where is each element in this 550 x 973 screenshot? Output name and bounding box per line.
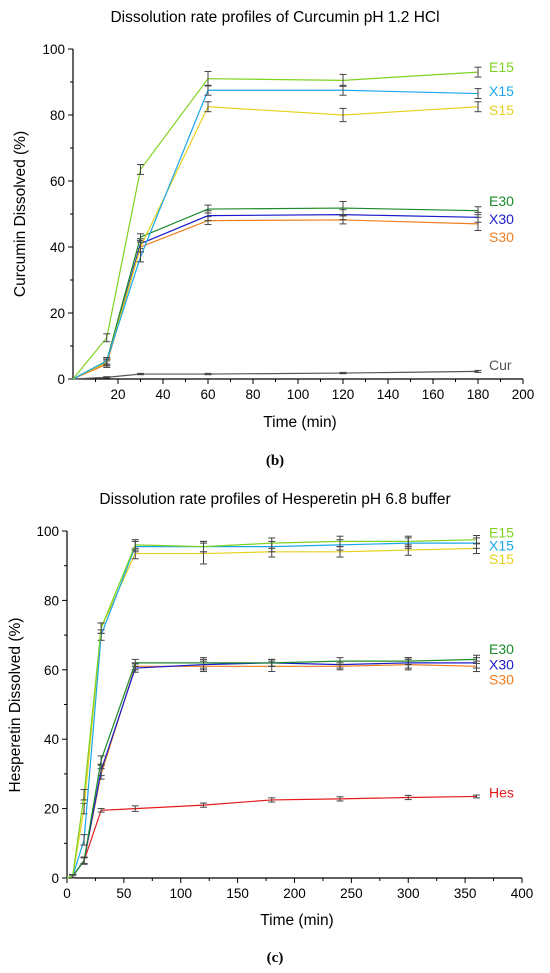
y-tick-label: 0 xyxy=(51,871,59,886)
series-line xyxy=(66,547,477,879)
series-label-x30: X30 xyxy=(489,211,514,227)
series-s15 xyxy=(72,101,482,380)
series-line xyxy=(66,658,477,879)
series-line xyxy=(72,219,479,380)
series-label-e30: E30 xyxy=(489,641,514,657)
x-tick-label: 180 xyxy=(467,387,490,402)
y-tick-label: 80 xyxy=(50,108,65,123)
y-tick-label: 40 xyxy=(44,732,59,747)
series-line xyxy=(66,662,477,879)
x-axis-label: Time (min) xyxy=(260,912,333,929)
x-tick-label: 200 xyxy=(512,387,535,402)
chart-title: Dissolution rate profiles of Hesperetin … xyxy=(99,491,450,508)
series-label-s15: S15 xyxy=(489,551,514,567)
y-tick-label: 20 xyxy=(44,802,59,817)
series-line xyxy=(66,663,477,879)
series-label-s15: S15 xyxy=(489,102,514,118)
y-tick-label: 40 xyxy=(50,240,65,255)
series-label-s30: S30 xyxy=(489,672,514,688)
series-e15 xyxy=(72,66,482,380)
series-line xyxy=(72,71,479,380)
chart-title: Dissolution rate profiles of Curcumin pH… xyxy=(110,9,439,26)
series-label-x15: X15 xyxy=(489,538,514,554)
x-tick-label: 160 xyxy=(422,387,445,402)
y-axis-label: Curcumin Dissolved (%) xyxy=(12,131,29,297)
y-tick-label: 20 xyxy=(50,306,65,321)
series-line xyxy=(72,370,479,380)
figure-caption: (c) xyxy=(267,950,284,966)
x-tick-label: 60 xyxy=(200,387,215,402)
x-tick-label: 20 xyxy=(110,387,125,402)
x-tick-label: 0 xyxy=(63,886,71,901)
series-label-s30: S30 xyxy=(489,229,514,245)
series-x30 xyxy=(66,657,480,879)
y-tick-label: 100 xyxy=(36,524,59,539)
series-line xyxy=(72,106,479,380)
y-tick-label: 60 xyxy=(50,174,65,189)
series-x15 xyxy=(66,537,480,879)
series-s30 xyxy=(72,215,482,380)
series-label-x15: X15 xyxy=(489,83,514,99)
x-tick-label: 350 xyxy=(454,886,477,901)
series-line xyxy=(72,207,479,380)
series-cur xyxy=(72,369,482,380)
series-line xyxy=(66,539,477,879)
y-tick-label: 100 xyxy=(42,42,65,57)
y-axis-label: Hesperetin Dissolved (%) xyxy=(7,618,24,793)
curcumin-chart: Dissolution rate profiles of Curcumin pH… xyxy=(12,9,534,469)
y-tick-label: 80 xyxy=(44,593,59,608)
series-e30 xyxy=(72,200,482,380)
x-tick-label: 50 xyxy=(116,886,131,901)
y-tick-label: 60 xyxy=(44,663,59,678)
x-tick-label: 100 xyxy=(169,886,192,901)
x-tick-label: 150 xyxy=(226,886,249,901)
x-tick-label: 140 xyxy=(377,387,400,402)
x-tick-label: 250 xyxy=(340,886,363,901)
x-tick-label: 200 xyxy=(283,886,306,901)
x-tick-label: 40 xyxy=(155,387,170,402)
series-line xyxy=(66,542,477,879)
series-x30 xyxy=(72,209,482,380)
x-tick-label: 300 xyxy=(397,886,420,901)
x-axis-label: Time (min) xyxy=(263,414,336,431)
series-e15 xyxy=(66,535,480,879)
series-line xyxy=(72,214,479,380)
hesperetin-chart: Dissolution rate profiles of Hesperetin … xyxy=(7,491,533,966)
y-tick-label: 0 xyxy=(57,372,65,387)
series-label-x30: X30 xyxy=(489,657,514,673)
x-tick-label: 80 xyxy=(245,387,260,402)
series-s30 xyxy=(66,658,480,879)
series-line xyxy=(72,89,479,380)
series-label-cur: Cur xyxy=(489,357,512,373)
series-label-e30: E30 xyxy=(489,193,514,209)
series-line xyxy=(66,795,477,879)
figure-caption: (b) xyxy=(266,453,284,469)
x-tick-label: 120 xyxy=(332,387,355,402)
series-label-hes: Hes xyxy=(489,784,514,800)
series-hes xyxy=(66,794,480,879)
series-label-e15: E15 xyxy=(489,59,514,75)
series-label-e15: E15 xyxy=(489,525,514,541)
x-tick-label: 400 xyxy=(511,886,534,901)
x-tick-label: 100 xyxy=(287,387,310,402)
series-s15 xyxy=(66,542,480,879)
series-x15 xyxy=(72,84,482,380)
